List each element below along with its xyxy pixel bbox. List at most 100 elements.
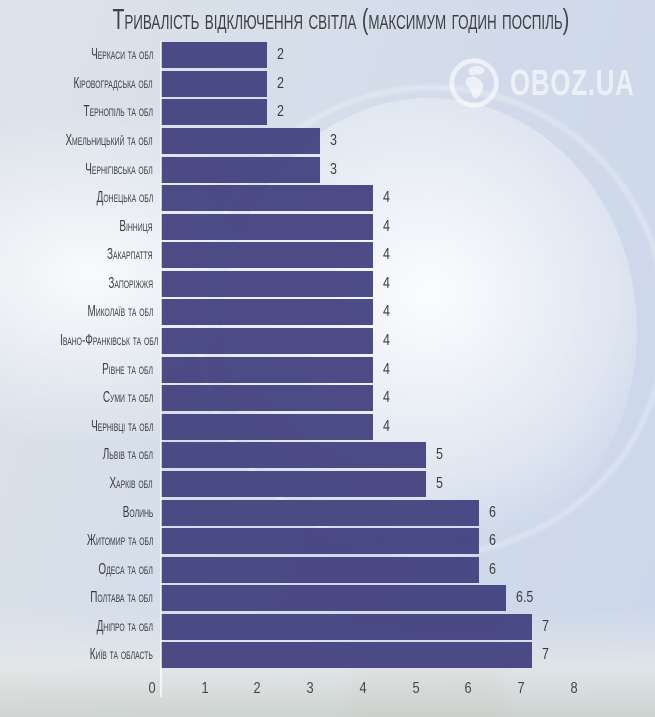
value-label: 7 [542,617,549,635]
bar [161,413,373,440]
category-label: Запоріжжя [108,274,153,292]
chart-row: Київ та область 7 [0,641,655,670]
category-label: Львів та обл [102,446,153,464]
category-label: Хмельницький та обл [65,132,153,150]
x-axis-tick-label: 8 [570,680,578,697]
bar-track: 7 [161,613,655,640]
bar [161,299,373,326]
chart-row: Львів та обл 5 [0,441,655,470]
bar-track: 4 [161,356,655,383]
bar [161,613,532,640]
bar-track: 4 [161,270,655,297]
value-label: 4 [383,389,390,407]
x-axis: 0 1 2 3 4 5 6 7 8 [0,679,655,703]
bar [161,213,373,240]
bar-track: 4 [161,328,655,355]
value-label: 4 [383,274,390,292]
chart-row: Запоріжжя 4 [0,270,655,299]
chart-row: Суми та обл 4 [0,384,655,413]
category-label: Дніпро та обл [96,617,153,635]
category-label: Суми та обл [102,389,153,407]
bar [161,185,373,212]
bar [161,499,479,526]
value-label: 3 [330,160,337,178]
chart-row: Одеса та обл 6 [0,555,655,584]
category-label: Житомир та обл [86,532,153,550]
chart-row: Донецька обл 4 [0,184,655,213]
value-label: 4 [383,332,390,350]
bar-track: 2 [161,42,655,69]
x-axis-tick-label: 6 [464,680,472,697]
bar-track: 4 [161,413,655,440]
bar [161,99,267,126]
value-label: 4 [383,360,390,378]
bar-track: 4 [161,299,655,326]
bar-track: 4 [161,242,655,269]
bar-track: 7 [161,642,655,669]
watermark-brand-text: OBOZ.UA [510,62,635,103]
x-axis-tick-label: 7 [517,680,525,697]
chart-row: Тернопіль та обл 2 [0,98,655,127]
value-label: 4 [383,189,390,207]
value-label: 2 [277,74,284,92]
bar [161,642,532,669]
category-label: Тернопіль та обл [83,103,153,121]
bar [161,585,506,612]
value-label: 4 [383,217,390,235]
x-axis-tick-label: 2 [253,680,261,697]
category-label: Одеса та обл [98,560,153,578]
bar-track: 4 [161,185,655,212]
chart-row: Черкаси та обл 2 [0,41,655,70]
bar-track: 3 [161,156,655,183]
bar [161,242,373,269]
bar [161,156,320,183]
y-axis-line [160,41,162,697]
chart-row: Полтава та обл 6.5 [0,584,655,613]
chart-row: Волинь 6 [0,498,655,527]
bar-track: 2 [161,99,655,126]
chart-row: Рівне та обл 4 [0,355,655,384]
value-label: 6 [489,532,496,550]
value-label: 5 [436,474,443,492]
bar [161,470,426,497]
bar-chart: Черкаси та обл 2 Кіровоградська обл 2 Те… [0,41,655,670]
chart-row: Житомир та обл 6 [0,527,655,556]
category-label: Миколаїв та обл [86,303,153,321]
category-label: Вінниця [119,217,153,235]
value-label: 4 [383,417,390,435]
bar-track: 6 [161,528,655,555]
bar [161,328,373,355]
chart-row: Вінниця 4 [0,212,655,241]
chart-title: Тривалість відключення світла (максимум … [112,4,570,36]
value-label: 4 [383,246,390,264]
oboz-watermark: OBOZ.UA [449,58,655,108]
value-label: 7 [542,646,549,664]
bar [161,385,373,412]
bar-track: 4 [161,213,655,240]
bar-track: 6.5 [161,585,655,612]
value-label: 2 [277,103,284,121]
bar-track: 2 [161,70,655,97]
bar [161,270,373,297]
bar [161,556,479,583]
category-label: Полтава та обл [90,589,153,607]
category-label: Рівне та обл [102,360,153,378]
value-label: 5 [436,446,443,464]
chart-row: Кіровоградська обл 2 [0,70,655,99]
x-axis-tick-label: 4 [359,680,367,697]
category-label: Волинь [122,503,153,521]
x-axis-tick-label: 1 [201,680,209,697]
category-label: Київ та область [89,646,153,664]
bar-track: 6 [161,556,655,583]
bar [161,442,426,469]
chart-row: Хмельницький та обл 3 [0,127,655,156]
category-label: Чернівці та обл [90,417,153,435]
chart-row: Миколаїв та обл 4 [0,298,655,327]
bar [161,42,267,69]
bar-rows: Черкаси та обл 2 Кіровоградська обл 2 Те… [0,41,655,670]
bar-track: 5 [161,470,655,497]
bar-track: 3 [161,128,655,155]
chart-row: Івано-Франківськ та обл 4 [0,327,655,356]
x-axis-tick-label: 5 [411,680,420,697]
